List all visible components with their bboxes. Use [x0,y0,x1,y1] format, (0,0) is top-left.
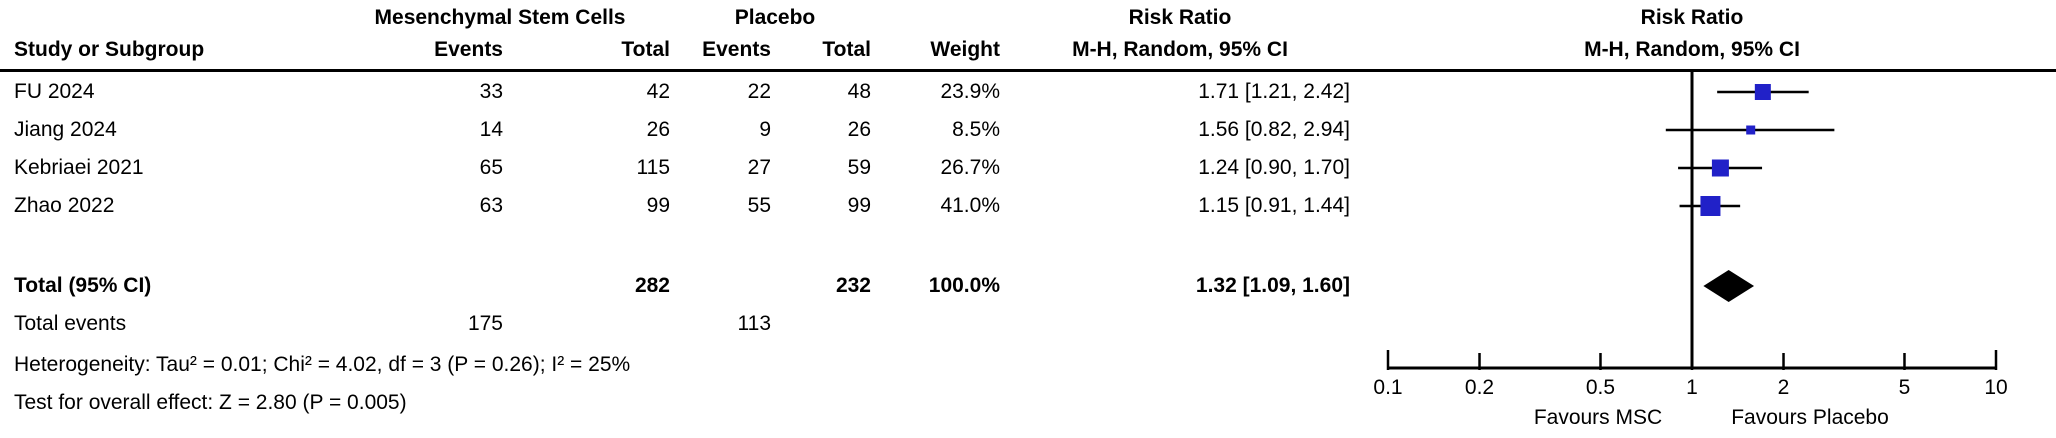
study-point-square [1754,84,1771,100]
heterogeneity-text: Heterogeneity: Tau² = 0.01; Chi² = 4.02,… [14,353,631,376]
placebo-total-value: 48 [847,80,871,103]
axis-tick-label: 0.5 [1585,376,1616,399]
study-point-square [1711,159,1729,177]
study-label: Zhao 2022 [14,194,115,217]
header-rule [0,69,2056,72]
col-header-study: Study or Subgroup [14,38,205,61]
col-header-mh-ci: M-H, Random, 95% CI [1072,38,1288,61]
axis-tick-label: 2 [1777,376,1790,399]
study-label: FU 2024 [14,80,95,103]
total-events-msc-value: 175 [467,312,503,335]
overall-effect-row: Test for overall effect: Z = 2.80 (P = 0… [0,384,2056,422]
msc-events-value: 63 [479,194,503,217]
axis-tick-label: 0.1 [1373,376,1403,399]
table-row: Zhao 2022 63 99 55 99 41.0% 1.15 [0.91, … [0,187,2056,225]
msc-total-value: 99 [646,194,670,217]
total-events-placebo-value: 113 [737,312,771,335]
study-point-square [1700,196,1721,216]
risk-ratio-value: 1.56 [0.82, 2.94] [1198,118,1350,141]
risk-ratio-value: 1.24 [0.90, 1.70] [1198,156,1350,179]
group-header-risk-ratio-plot: Risk Ratio [1640,6,1744,29]
heterogeneity-row: Heterogeneity: Tau² = 0.01; Chi² = 4.02,… [0,346,2056,384]
axis-tick-label: 1 [1686,376,1698,399]
study-label: Jiang 2024 [14,118,117,141]
placebo-events-value: 22 [747,80,771,103]
msc-events-value: 14 [479,118,503,141]
total-label: Total (95% CI) [14,274,152,297]
study-point-square [1746,125,1756,135]
favours-left-label: Favours MSC [1533,406,1663,429]
overall-effect-text: Test for overall effect: Z = 2.80 (P = 0… [14,391,407,414]
axis-tick-label: 5 [1898,376,1911,399]
total-events-row: Total events 175 113 [0,305,2056,343]
msc-events-value: 65 [479,156,503,179]
total-placebo-total: 232 [835,274,871,297]
placebo-events-value: 55 [747,194,771,217]
col-header-placebo-events: Events [702,38,771,61]
weight-value: 26.7% [940,156,1000,179]
axis-tick-label: 10 [1984,376,2008,399]
col-header-msc-events: Events [434,38,503,61]
risk-ratio-value: 1.71 [1.21, 2.42] [1198,80,1350,103]
total-events-label: Total events [14,312,127,335]
placebo-events-value: 27 [747,156,771,179]
weight-value: 23.9% [940,80,1000,103]
risk-ratio-value: 1.15 [0.91, 1.44] [1198,194,1350,217]
weight-value: 41.0% [940,194,1000,217]
msc-total-value: 42 [646,80,670,103]
favours-right-label: Favours Placebo [1731,406,1889,429]
table-row: Jiang 2024 14 26 9 26 8.5% 1.56 [0.82, 2… [0,111,2056,149]
msc-total-value: 26 [646,118,670,141]
msc-events-value: 33 [479,80,503,103]
weight-value: 8.5% [952,118,1000,141]
group-header-msc: Mesenchymal Stem Cells [374,6,626,29]
group-header-placebo: Placebo [734,6,816,29]
col-header-placebo-total: Total [822,38,871,61]
col-header-msc-total: Total [621,38,670,61]
axis-tick-label: 0.2 [1464,376,1495,399]
placebo-events-value: 9 [759,118,771,141]
pooled-effect-diamond [1703,270,1755,302]
placebo-total-value: 99 [847,194,871,217]
msc-total-value: 115 [636,156,670,179]
study-label: Kebriaei 2021 [14,156,144,179]
total-risk-ratio: 1.32 [1.09, 1.60] [1195,274,1350,297]
col-header-weight: Weight [930,38,1000,61]
placebo-total-value: 59 [847,156,871,179]
placebo-total-value: 26 [847,118,871,141]
col-header-mh-ci-plot: M-H, Random, 95% CI [1584,38,1800,61]
total-weight: 100.0% [928,274,1000,297]
table-row: FU 2024 33 42 22 48 23.9% 1.71 [1.21, 2.… [0,73,2056,111]
total-row: Total (95% CI) 282 232 100.0% 1.32 [1.09… [0,267,2056,305]
table-row: Kebriaei 2021 65 115 27 59 26.7% 1.24 [0… [0,149,2056,187]
group-header-risk-ratio: Risk Ratio [1128,6,1232,29]
total-msc-total: 282 [634,274,670,297]
